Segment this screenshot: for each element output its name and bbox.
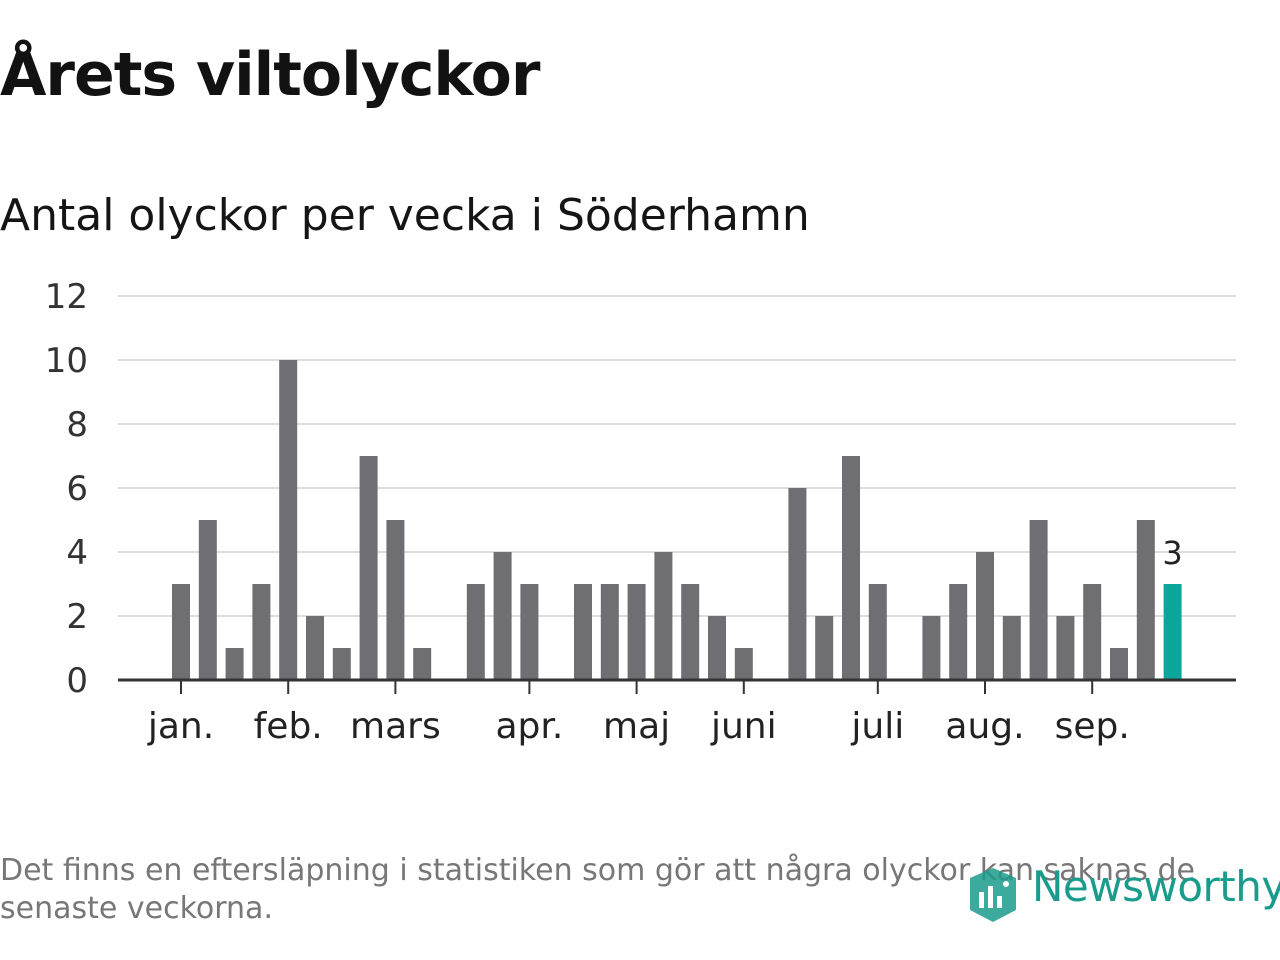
bar-chart: 0 2 4 6 8 10 12 3 jan. feb. mars apr. maj juni juli aug…: [45, 277, 1236, 747]
newsworthy-logo-icon: [970, 868, 1016, 922]
bar: [734, 648, 753, 680]
bar: [493, 552, 512, 680]
last-bar-data-label: 3: [1162, 534, 1182, 572]
bar: [413, 648, 432, 680]
y-tick-label: 8: [66, 405, 88, 445]
bar: [306, 616, 324, 680]
bar: [868, 584, 887, 680]
bar: [788, 488, 807, 680]
bar: [279, 360, 298, 680]
bar: [225, 648, 244, 680]
y-tick-label: 6: [66, 469, 88, 509]
bar: [359, 456, 378, 680]
x-tick-label: juli: [850, 706, 904, 747]
bar: [627, 584, 646, 680]
bar: [466, 584, 485, 680]
bar: [332, 648, 351, 680]
x-tick-label: sep.: [1055, 706, 1130, 747]
chart-subtitle: Antal olyckor per vecka i Söderhamn: [0, 190, 810, 241]
bar: [922, 616, 941, 680]
bar: [1029, 520, 1048, 680]
bar: [842, 456, 860, 680]
bar: [600, 584, 619, 680]
bar: [815, 616, 834, 680]
bar: [198, 520, 217, 680]
x-tick-label: maj: [603, 706, 670, 747]
bar: [252, 584, 271, 680]
bar: [1083, 584, 1102, 680]
x-tick-label: apr.: [495, 706, 563, 747]
bar: [1136, 520, 1155, 680]
y-tick-label: 12: [45, 277, 88, 317]
bar: [654, 552, 673, 680]
y-tick-label: 2: [66, 597, 88, 637]
x-tick-label: aug.: [945, 706, 1024, 747]
bar: [172, 584, 190, 680]
bar: [1110, 648, 1128, 680]
bar: [574, 584, 592, 680]
newsworthy-logo: Newsworthy: [962, 860, 1280, 930]
bar: [520, 584, 539, 680]
x-tick-label: juni: [710, 706, 777, 747]
x-tick-label: jan.: [147, 706, 214, 747]
bar: [1002, 616, 1021, 680]
x-tick-label: feb.: [254, 706, 323, 747]
chart-title: Årets viltolyckor: [0, 40, 540, 110]
y-tick-label: 0: [66, 661, 88, 701]
y-tick-label: 10: [45, 341, 88, 381]
bar: [976, 552, 994, 680]
bar: [708, 616, 726, 680]
brand-name: Newsworthy: [1032, 862, 1280, 911]
bar: [681, 584, 700, 680]
highlighted-bar: [1163, 584, 1182, 680]
bar: [949, 584, 968, 680]
x-tick-label: mars: [350, 706, 441, 747]
bar: [386, 520, 405, 680]
y-tick-label: 4: [66, 533, 88, 573]
bar: [1056, 616, 1075, 680]
